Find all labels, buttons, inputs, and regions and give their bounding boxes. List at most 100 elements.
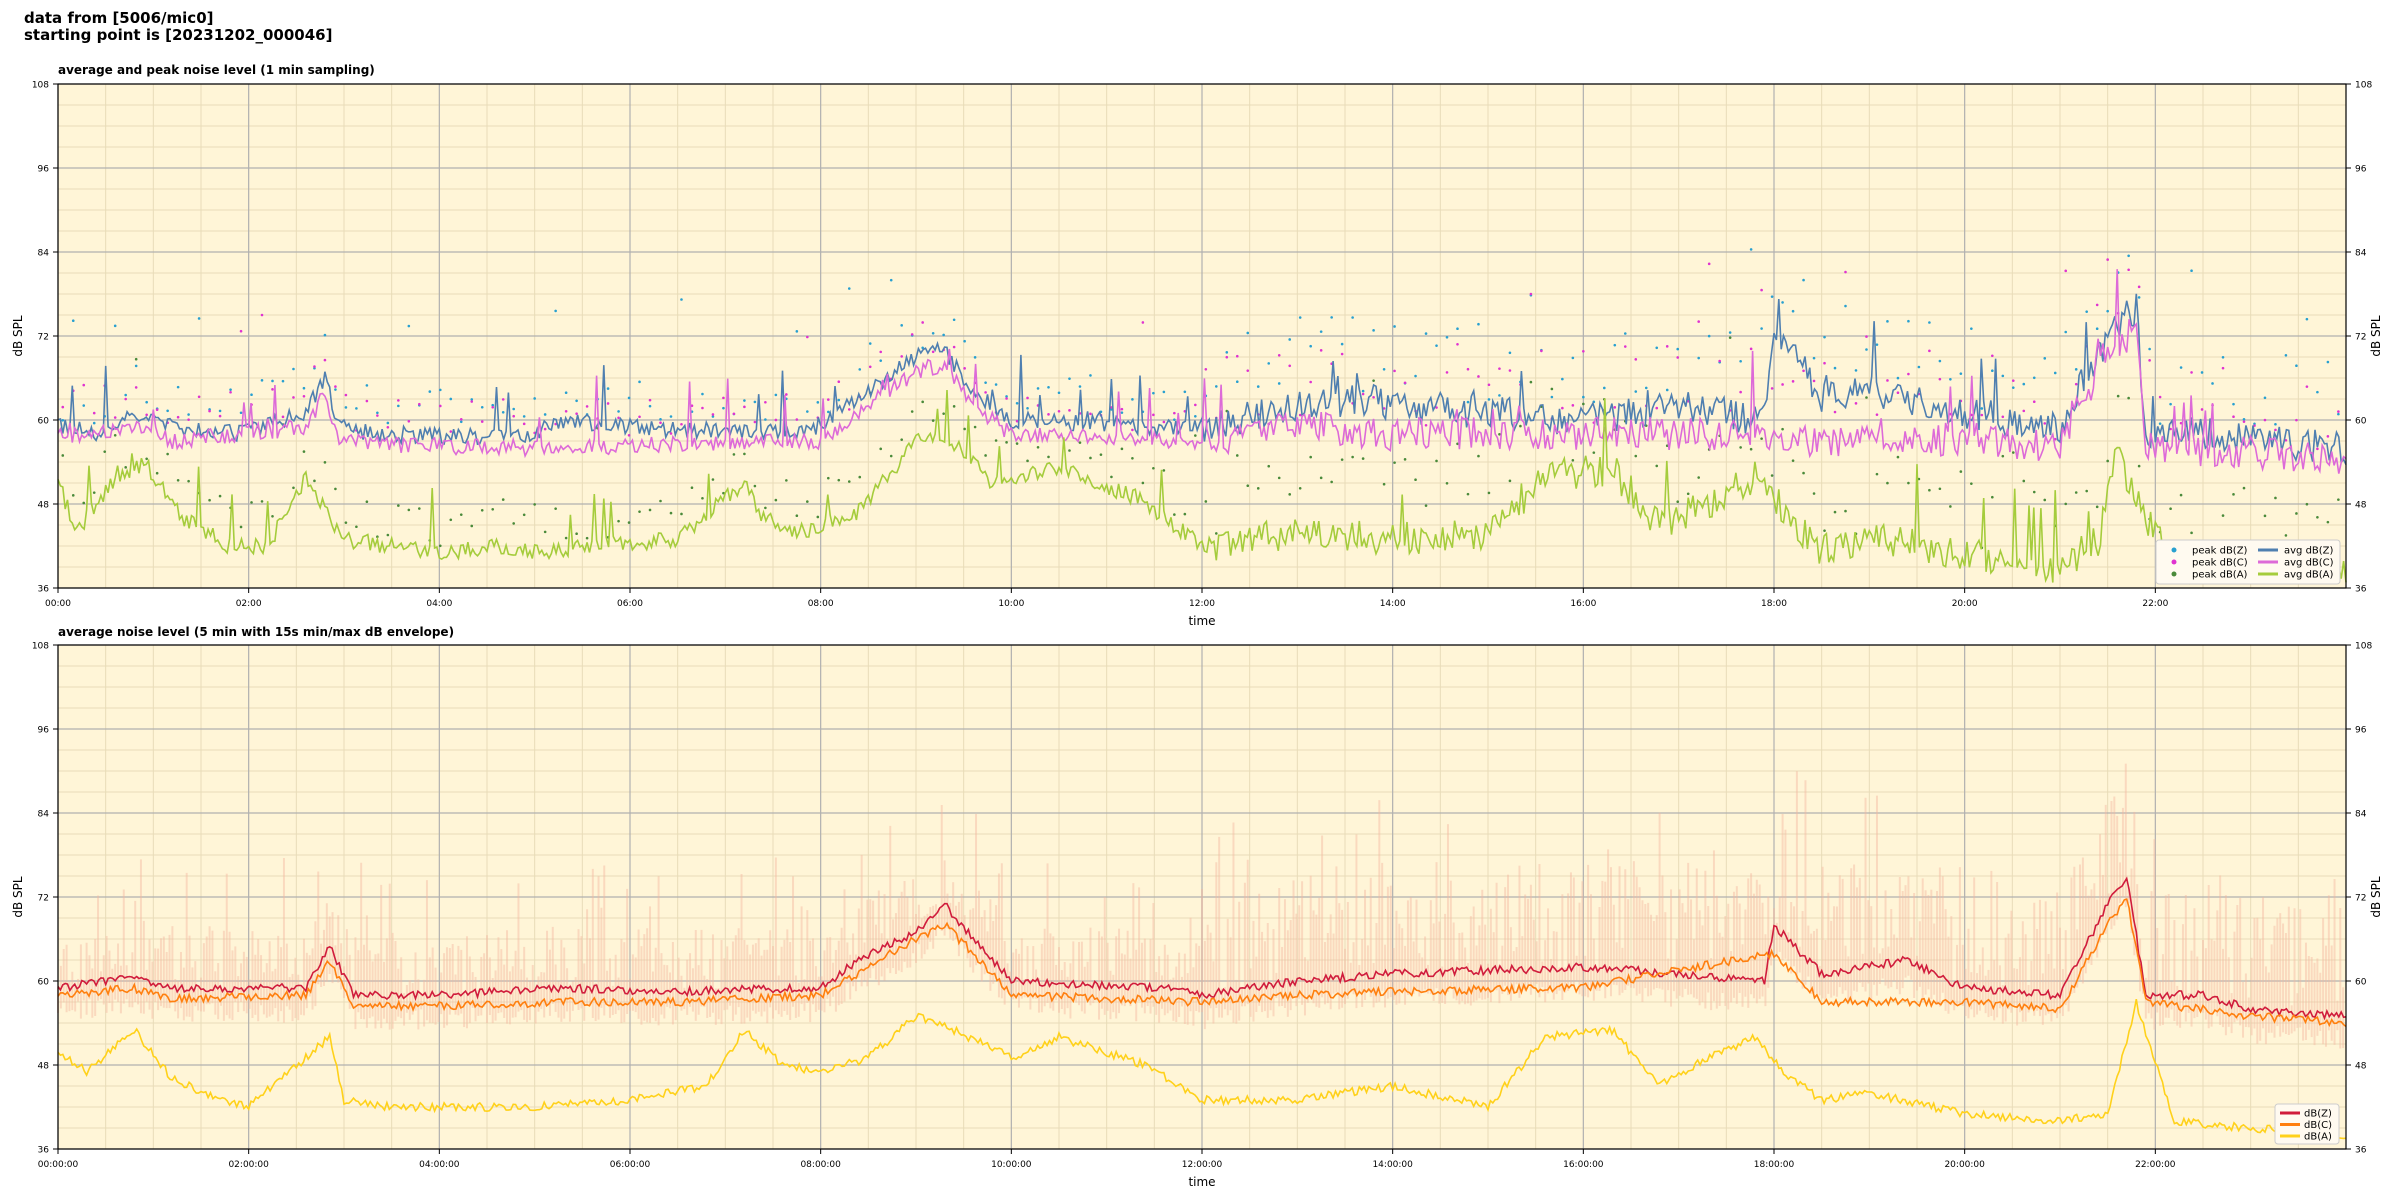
peak-dbc-point [1361,392,1365,396]
peak-dbc-point [344,393,348,397]
peak-dba-point [732,453,736,456]
peak-dba-point [711,478,715,481]
peak-dba-point [1550,387,1554,391]
peak-dba-point [1152,466,1155,470]
peak-dbz-point [1277,382,1281,385]
peak-dba-point [1970,482,1973,485]
peak-dbc-point [2242,420,2246,423]
legend: dB(Z)dB(C)dB(A) [2274,1103,2340,1145]
peak-dbc-point [271,388,274,391]
peak-dbc-point [1131,428,1134,432]
peak-dbc-point [1194,403,1197,407]
legend-label: avg dB(Z) [2284,546,2334,557]
peak-dba-point [470,524,474,528]
bottom-panel: 36 36 48 48 60 60 72 72 84 84 96 96 108 108 00:00:00 02… [11,625,2383,1189]
peak-dba-point [2305,502,2309,506]
peak-dba-point [365,500,369,504]
y-tick-label: 72 [38,333,49,343]
peak-dbz-point [2253,422,2256,426]
peak-dba-point [1529,380,1533,384]
peak-dbz-point [1487,398,1491,401]
peak-dba-point [1770,474,1774,477]
peak-dbc-point [470,400,474,403]
peak-dbc-point [2106,258,2109,261]
peak-dbz-point [2158,422,2162,425]
peak-dba-point [806,500,809,503]
peak-dbz-point [847,287,851,290]
peak-dba-point [1571,458,1575,462]
peak-dba-point [910,410,914,413]
peak-dba-point [92,491,96,494]
peak-dbz-point [617,410,620,413]
peak-dba-point [1445,481,1449,485]
peak-dbc-point [1235,354,1239,358]
x-tick-label: 10:00:00 [991,1160,1032,1170]
series-line-dba [57,998,2347,1140]
x-tick-label: 14:00:00 [1372,1160,1413,1170]
peak-dbc-point [1393,369,1396,373]
peak-dba-point [418,507,421,510]
peak-dbz-point [2190,269,2193,273]
peak-dbc-point [302,394,306,398]
peak-dbc-point [1582,349,1585,353]
peak-dba-point [1068,449,1071,452]
legend-label: peak dB(Z) [2192,546,2248,557]
peak-dba-point [459,513,463,516]
peak-dba-point [1120,447,1124,451]
peak-dbz-point [92,421,96,425]
peak-dba-point [837,478,841,482]
y-tick-label-right: 84 [2355,810,2367,820]
peak-dbc-point [292,396,295,399]
peak-dba-point [1676,500,1680,504]
peak-dba-point [984,454,987,457]
x-tick-label: 16:00 [1570,599,1596,609]
peak-dba-point [1991,495,1994,499]
peak-dbz-point [355,407,358,410]
peak-dba-point [963,427,966,431]
peak-dbz-point [806,410,809,413]
peak-dbc-point [2274,428,2277,432]
panel-title: average noise level (5 min with 15s min/… [58,625,454,639]
peak-dbz-point [134,364,138,368]
peak-dbc-point [963,367,966,370]
peak-dba-point [1519,424,1522,428]
peak-dba-point [659,499,662,503]
y-tick-label: 108 [32,81,49,91]
peak-dbz-point [963,339,966,343]
peak-dbz-point [1078,385,1082,388]
peak-dbz-point [1991,369,1994,372]
peak-dbz-point [386,421,390,425]
peak-dbz-point [1393,325,1396,328]
peak-dbc-point [1854,402,1858,405]
peak-dba-point [994,439,998,442]
peak-dbz-point [1414,374,1417,378]
peak-dbz-point [774,393,778,397]
peak-dba-point [1833,510,1837,514]
peak-dba-point [1487,491,1491,495]
peak-dbz-point [659,418,662,421]
peak-dba-point [785,479,788,482]
peak-dbc-point [323,358,327,362]
y-tick-label-right: 60 [2355,417,2367,427]
peak-dbz-point [764,418,767,421]
peak-dbz-point [438,388,442,392]
peak-dba-point [1340,458,1344,461]
peak-dbc-point [1634,358,1638,361]
peak-dbc-point [2022,409,2026,413]
peak-dbc-point [910,333,914,336]
peak-dbc-point [397,399,400,402]
peak-dbz-point [1372,329,1375,332]
peak-dbc-point [1477,375,1480,378]
peak-dbc-point [1057,409,1061,413]
peak-dbz-point [1445,336,1449,339]
peak-dbz-point [2200,371,2204,374]
y-tick-label-right: 96 [2355,726,2367,736]
peak-dbc-point [365,399,369,403]
peak-dbz-point [2001,374,2005,378]
peak-dbz-point [1309,344,1312,348]
peak-dbc-point [868,365,872,369]
peak-dbc-point [2064,269,2068,273]
x-tick-label: 02:00 [236,599,262,609]
peak-dbc-point [197,395,201,399]
y-tick-label-right: 36 [2355,1146,2367,1156]
